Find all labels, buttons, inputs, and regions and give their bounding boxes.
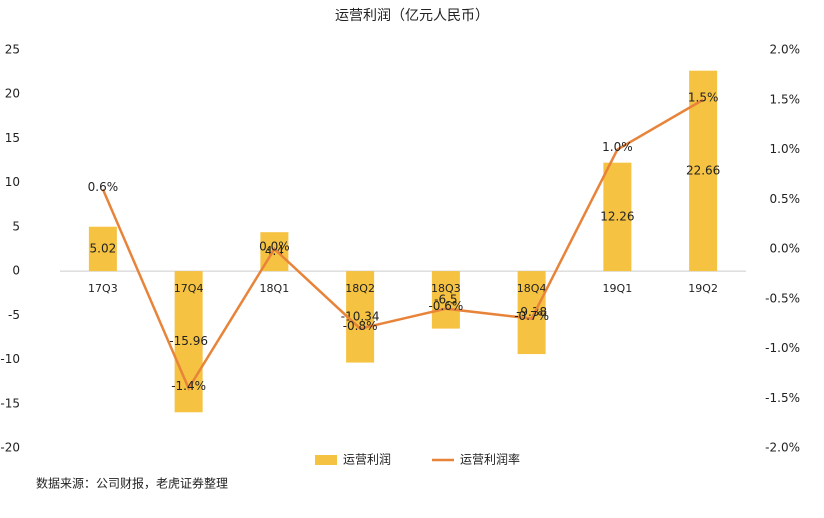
line xyxy=(101,98,704,392)
y-tick-label: -15 xyxy=(0,396,20,410)
y2-tick-label: -2.0% xyxy=(765,441,800,455)
y-tick-label: 20 xyxy=(5,87,20,101)
x-tick-label: 19Q1 xyxy=(603,282,633,295)
bar-value-label: -9.38 xyxy=(516,305,547,319)
y2-tick-label: 1.5% xyxy=(770,92,801,106)
bar-value-label: 5.02 xyxy=(90,241,117,255)
y-tick-label: 25 xyxy=(5,43,20,57)
y2-tick-label: -1.0% xyxy=(765,341,800,355)
source-note: 数据来源：公司财报，老虎证券整理 xyxy=(36,476,228,491)
x-tick-label: 18Q3 xyxy=(431,282,461,295)
bar-value-label: 22.66 xyxy=(686,163,720,177)
x-tick-label: 17Q4 xyxy=(174,282,204,295)
y-tick-label: 5 xyxy=(12,219,20,233)
x-tick-label: 18Q4 xyxy=(517,282,547,295)
legend-label: 运营利润率 xyxy=(460,452,520,467)
line-value-label: -0.8% xyxy=(343,319,378,333)
y2-tick-label: -1.5% xyxy=(765,391,800,405)
line-value-label: 0.0% xyxy=(259,240,290,254)
x-tick-label: 19Q2 xyxy=(688,282,718,295)
bar-value-label: -15.96 xyxy=(169,334,208,348)
y2-tick-label: -0.5% xyxy=(765,291,800,305)
bar xyxy=(346,271,375,363)
line-value-label: -0.7% xyxy=(514,309,549,323)
x-tick-label: 18Q2 xyxy=(345,282,375,295)
bar-value-label: 12.26 xyxy=(600,209,634,223)
y-tick-label: -10 xyxy=(0,352,20,366)
y2-tick-label: 0.5% xyxy=(770,192,801,206)
x-tick-label: 17Q3 xyxy=(88,282,118,295)
bar xyxy=(88,226,117,272)
line-value-label: -0.6% xyxy=(428,299,463,313)
y2-tick-label: 0.0% xyxy=(770,242,801,256)
bar-value-label: -6.5 xyxy=(434,292,457,306)
y-tick-label: -5 xyxy=(8,308,20,322)
bar xyxy=(431,271,460,329)
bar xyxy=(517,271,546,355)
line-value-label: 0.6% xyxy=(88,180,119,194)
y-tick-label: 10 xyxy=(5,175,20,189)
y2-tick-label: 1.0% xyxy=(770,142,801,156)
line-value-label: 1.5% xyxy=(688,90,719,104)
legend-swatch xyxy=(315,455,337,465)
y-tick-label: -20 xyxy=(0,441,20,455)
y2-tick-label: 2.0% xyxy=(770,43,801,57)
y-tick-label: 15 xyxy=(5,131,20,145)
line-value-label: 1.0% xyxy=(602,140,633,154)
y-tick-label: 0 xyxy=(12,264,20,278)
x-tick-label: 18Q1 xyxy=(260,282,290,295)
chart-title: 运营利润（亿元人民币） xyxy=(335,8,489,24)
line-value-label: -1.4% xyxy=(171,379,206,393)
legend-label: 运营利润 xyxy=(343,453,391,467)
bar xyxy=(603,162,632,272)
